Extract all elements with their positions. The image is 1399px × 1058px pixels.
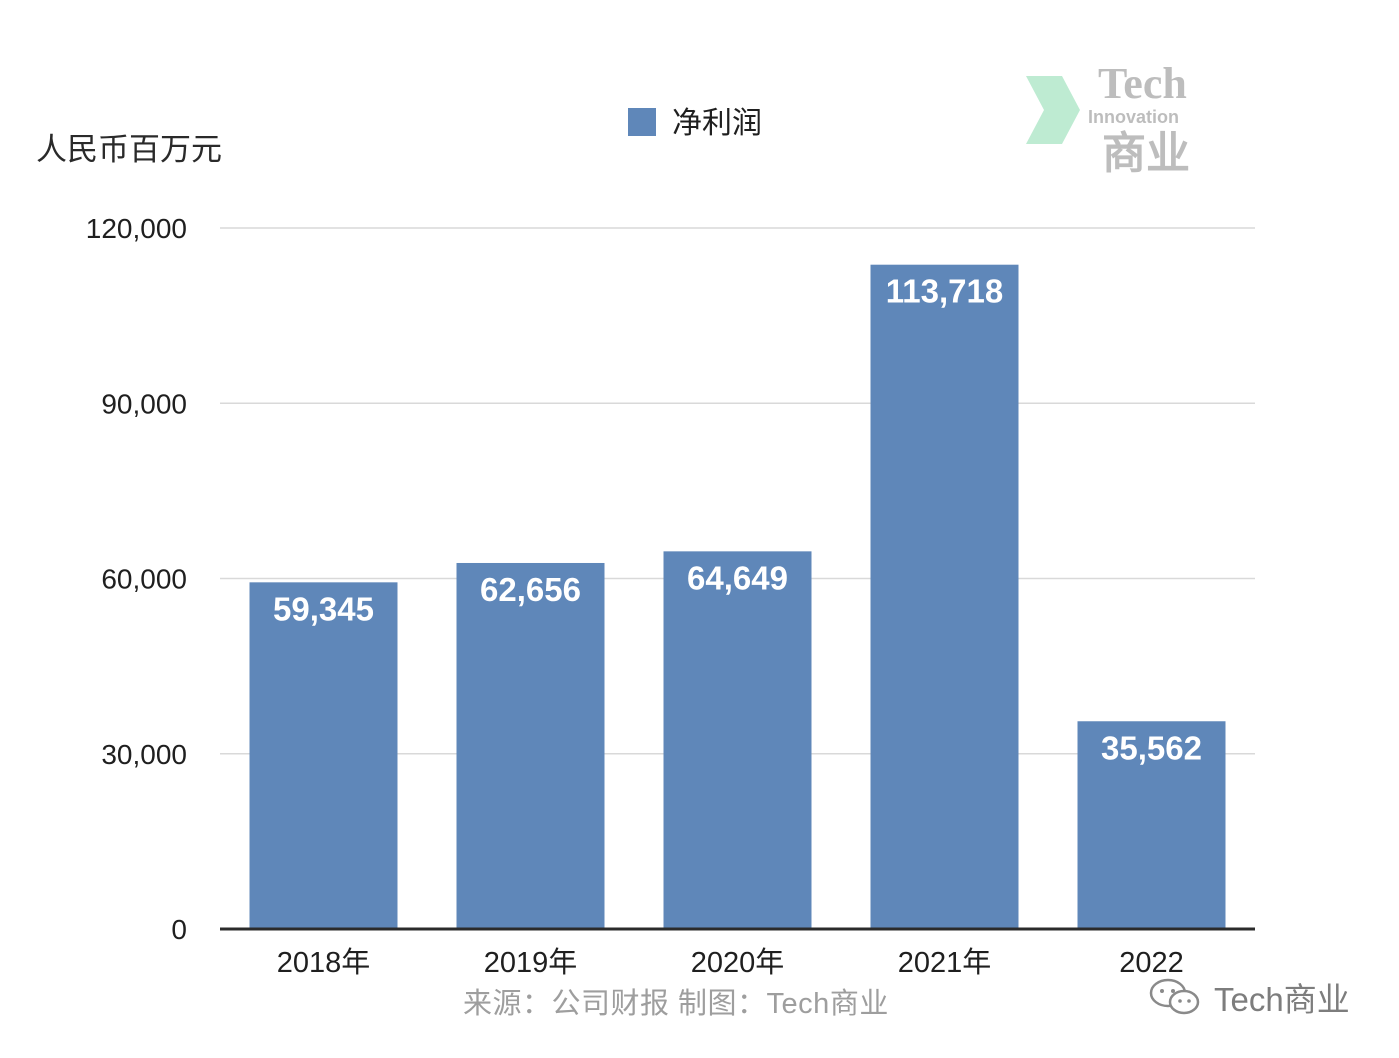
y-tick-label: 60,000 <box>101 564 187 595</box>
y-axis-title: 人民币百万元 <box>36 132 222 167</box>
bar <box>456 562 605 929</box>
x-tick-label: 2019年 <box>484 946 578 979</box>
logo-tech-text: Tech <box>1098 59 1187 108</box>
legend: 净利润 <box>628 107 762 140</box>
x-tick-label: 2018年 <box>277 946 371 979</box>
logo-chevron-icon: Tech Innovation 商业 <box>1026 59 1190 179</box>
bar <box>870 264 1019 929</box>
source-text: 来源：公司财报 制图：Tech商业 <box>463 988 889 1020</box>
wechat-watermark: Tech商业 <box>1148 973 1350 1021</box>
bar-value-label: 35,562 <box>1101 729 1202 766</box>
bar <box>249 582 398 929</box>
bar-value-label: 64,649 <box>687 559 788 596</box>
x-tick-label: 2020年 <box>691 946 785 979</box>
tech-innovation-logo: Tech Innovation 商业 <box>1022 58 1222 179</box>
wechat-account-name: Tech商业 <box>1214 981 1350 1018</box>
y-tick-label: 120,000 <box>86 213 187 244</box>
legend-label: 净利润 <box>672 107 762 140</box>
bar-value-label: 113,718 <box>886 273 1003 310</box>
bar-value-label: 62,656 <box>480 571 581 608</box>
y-tick-label: 90,000 <box>101 388 187 419</box>
source-note: 来源：公司财报 制图：Tech商业 <box>463 980 889 1022</box>
axes: 0 30,000 60,000 90,000 120,000 2018年 2019年 2020… <box>86 213 1255 979</box>
bar <box>663 551 812 929</box>
y-tick-label: 0 <box>171 914 187 945</box>
logo-innovation-text: Innovation <box>1088 107 1179 127</box>
bar-value-label: 59,345 <box>273 590 374 627</box>
bars <box>249 264 1226 929</box>
x-tick-label: 2021年 <box>898 946 992 979</box>
wechat-icon <box>1149 978 1200 1015</box>
legend-swatch <box>628 108 656 136</box>
bar <box>1077 721 1226 929</box>
y-tick-label: 30,000 <box>101 739 187 770</box>
logo-shangye-text: 商业 <box>1102 128 1190 178</box>
x-tick-label: 2022 <box>1119 947 1184 979</box>
bar-value-labels: 59,345 62,656 64,649 113,718 35,562 <box>273 273 1202 767</box>
